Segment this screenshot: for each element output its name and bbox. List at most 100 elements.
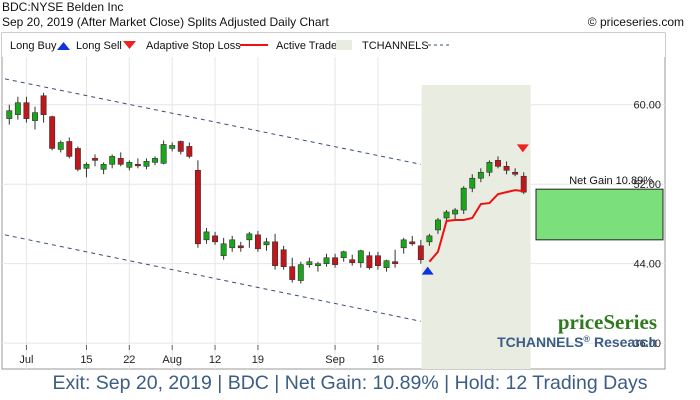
x-tick-label: 15 bbox=[80, 354, 92, 366]
candle-up bbox=[169, 145, 176, 149]
legend: Long Buy Long Sell Adaptive Stop Loss Ac… bbox=[2, 33, 665, 57]
candle-down bbox=[49, 116, 56, 149]
trade-summary: Exit: Sep 20, 2019 | BDC | Net Gain: 10.… bbox=[52, 372, 648, 394]
candle-down bbox=[366, 255, 373, 268]
candle-down bbox=[40, 95, 47, 115]
candle-down bbox=[280, 249, 287, 267]
candle-up bbox=[32, 112, 38, 121]
candle-down bbox=[375, 255, 381, 266]
candle-down bbox=[289, 266, 296, 280]
candle-up bbox=[109, 156, 116, 165]
channel-lower-line bbox=[4, 234, 421, 322]
long-buy-icon bbox=[57, 42, 70, 50]
candle-down bbox=[503, 166, 510, 171]
candle-down bbox=[117, 158, 124, 165]
candle-down bbox=[212, 235, 219, 243]
candle-down bbox=[272, 241, 279, 266]
candle-down bbox=[520, 175, 527, 193]
candle-up bbox=[340, 251, 347, 259]
candle-down bbox=[417, 245, 424, 261]
candle-up bbox=[426, 235, 433, 243]
candle-up bbox=[323, 257, 330, 264]
candle-down bbox=[409, 241, 416, 245]
x-tick-label: Aug bbox=[162, 354, 182, 366]
legend-long-buy: Long Buy bbox=[10, 40, 57, 52]
candle-up bbox=[126, 162, 133, 168]
brand-research: TCHANNELS® Research bbox=[497, 334, 657, 350]
chart-title: BDC:NYSE Belden Inc bbox=[2, 0, 124, 14]
candle-down bbox=[74, 148, 81, 170]
chart-subtitle: Sep 20, 2019 (After Market Close) Splits… bbox=[2, 15, 329, 29]
candle-up bbox=[6, 110, 13, 119]
candle-down bbox=[134, 164, 141, 167]
x-tick-label: 19 bbox=[252, 354, 264, 366]
legend-adaptive-stop: Adaptive Stop Loss bbox=[146, 40, 241, 52]
candle-down bbox=[332, 257, 339, 265]
candle-up bbox=[203, 231, 210, 241]
candle-up bbox=[246, 233, 253, 241]
price-chart: 36.00 44.00 52.00 60.00 Jul 15 22 Aug 12 19 Sep 16… bbox=[1, 32, 666, 370]
net-gain-label: Net Gain 10.89% bbox=[569, 175, 653, 187]
candle-down bbox=[23, 102, 30, 119]
long-sell-icon bbox=[123, 41, 136, 49]
candle-down bbox=[177, 141, 184, 152]
branding: priceSeries TCHANNELS® Research bbox=[497, 310, 657, 350]
candle-down bbox=[194, 169, 201, 245]
candle-up bbox=[435, 219, 441, 231]
candle-down bbox=[186, 146, 193, 157]
candle-up bbox=[357, 250, 364, 263]
candle-up bbox=[57, 142, 64, 150]
legend-tchannels: TCHANNELS bbox=[362, 40, 429, 52]
y-tick-label: 52.00 bbox=[633, 179, 661, 191]
y-tick-label: 36.00 bbox=[633, 338, 661, 350]
candle-up bbox=[452, 209, 459, 215]
legend-long-sell: Long Sell bbox=[76, 40, 122, 52]
candle-up bbox=[443, 211, 450, 219]
x-axis: Jul 15 22 Aug 12 19 Sep 16 bbox=[19, 345, 384, 366]
sell-arrow-icon bbox=[516, 144, 529, 153]
candle-up bbox=[143, 161, 150, 167]
candle-up bbox=[306, 261, 313, 265]
y-tick-label: 60.00 bbox=[633, 100, 661, 112]
brand-name: priceSeries bbox=[558, 310, 657, 334]
x-tick-label: Jul bbox=[19, 354, 33, 366]
candle-down bbox=[349, 259, 356, 263]
candle-up bbox=[152, 158, 158, 163]
candle-up bbox=[383, 260, 390, 268]
candle-up bbox=[477, 171, 484, 179]
candles bbox=[6, 92, 527, 284]
candle-down bbox=[66, 141, 73, 157]
active-trade-swatch bbox=[336, 40, 352, 50]
adaptive-stop-line bbox=[428, 189, 524, 263]
tchannel-lines bbox=[4, 78, 421, 322]
candle-down bbox=[495, 160, 501, 167]
candle-up bbox=[83, 164, 90, 169]
candle-up bbox=[314, 263, 321, 266]
candle-up bbox=[486, 162, 493, 173]
y-tick-label: 44.00 bbox=[633, 259, 661, 271]
net-gain-box bbox=[535, 188, 664, 241]
candle-up bbox=[14, 102, 21, 115]
candle-down bbox=[237, 245, 244, 249]
channel-upper-line bbox=[4, 78, 421, 165]
candle-up bbox=[469, 177, 476, 189]
candle-up bbox=[100, 164, 107, 170]
candle-down bbox=[392, 261, 399, 264]
candle-up bbox=[220, 243, 227, 257]
y-axis: 36.00 44.00 52.00 60.00 bbox=[633, 100, 661, 350]
candle-up bbox=[400, 239, 407, 249]
legend-active-trade: Active Trade bbox=[276, 40, 337, 52]
candle-down bbox=[512, 171, 519, 175]
candle-up bbox=[297, 264, 304, 281]
candle-up bbox=[263, 241, 270, 246]
x-tick-label: 12 bbox=[209, 354, 221, 366]
candle-down bbox=[92, 158, 98, 161]
buy-arrow-icon bbox=[421, 266, 434, 275]
x-tick-label: 16 bbox=[372, 354, 384, 366]
candle-up bbox=[460, 187, 467, 211]
x-tick-label: 22 bbox=[123, 354, 135, 366]
candle-down bbox=[254, 234, 261, 250]
copyright-text: © priceseries.com bbox=[587, 15, 684, 29]
candle-up bbox=[229, 239, 236, 249]
signals bbox=[421, 144, 529, 275]
